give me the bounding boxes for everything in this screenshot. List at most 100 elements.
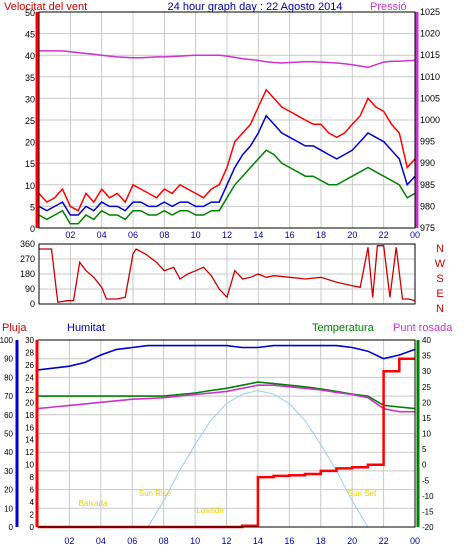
atmos-time-tick-label: 20 <box>347 536 357 546</box>
atmos-time-tick-label: 08 <box>159 536 169 546</box>
humidity-axis-title: Humitat <box>67 322 105 334</box>
wind-series-line-wind_gust <box>38 88 416 212</box>
wind-time-tick-label: 06 <box>128 230 138 240</box>
atmos-time-tick-label: 10 <box>190 536 200 546</box>
humidity-tick-label: 70 <box>4 392 13 401</box>
pressure-tick-label: 990 <box>420 158 435 168</box>
humidity-tick-label: 0 <box>9 523 14 532</box>
temperature-axis-title: Temperatura <box>312 322 375 334</box>
atmos-time-tick-label: 02 <box>64 536 74 546</box>
direction-tick-label: 270 <box>20 254 35 264</box>
rain-tick-label: 18 <box>25 411 34 420</box>
pressure-tick-label: 1015 <box>420 50 440 60</box>
rain-tick-label: 10 <box>25 461 34 470</box>
atmos-series-line-humidity <box>37 344 416 371</box>
atmos-time-tick-label: 12 <box>221 536 231 546</box>
temperature-tick-label: -20 <box>422 523 434 532</box>
temperature-tick-label: 15 <box>422 414 431 423</box>
temperature-tick-label: 20 <box>422 398 431 407</box>
rain-tick-label: 30 <box>25 336 34 345</box>
temperature-tick-label: 30 <box>422 367 431 376</box>
pressure-tick-label: 995 <box>420 137 435 147</box>
tide-sun-annotation: Sun Set <box>348 489 377 498</box>
direction-series-line <box>39 245 416 304</box>
pressure-tick-label: 980 <box>420 201 435 211</box>
humidity-tick-label: 90 <box>4 355 13 364</box>
wind-time-tick-label: 10 <box>191 230 201 240</box>
direction-tick-label: 180 <box>20 269 35 279</box>
direction-tick-label: 360 <box>20 239 35 249</box>
wind-time-tick-label: 12 <box>222 230 232 240</box>
wind-series-line-pressure <box>39 50 416 69</box>
tide-sun-annotation: Lowtide <box>196 506 224 515</box>
wind-time-tick-label: 14 <box>253 230 263 240</box>
atmospheric-panel: Pluja Humitat Temperatura Punt rosada 0 1… <box>0 322 453 546</box>
wind-speed-tick-label: 50 <box>25 8 35 18</box>
pressure-tick-label: 1025 <box>420 7 440 17</box>
rain-tick-label: 2 <box>30 511 35 520</box>
compass-label: N <box>436 303 444 315</box>
atmos-time-tick-label: 16 <box>284 536 294 546</box>
temperature-tick-label: -15 <box>422 507 434 516</box>
wind-time-tick-label: 04 <box>97 230 107 240</box>
wind-time-tick-label: 18 <box>316 230 326 240</box>
pressure-tick-label: 1000 <box>420 115 440 125</box>
direction-plot-frame <box>38 243 416 305</box>
temperature-tick-label: 5 <box>422 445 427 454</box>
compass-label: E <box>436 288 443 300</box>
wind-speed-tick-label: 0 <box>30 224 35 234</box>
wind-speed-tick-label: 15 <box>25 159 35 169</box>
humidity-tick-label: 20 <box>4 486 13 495</box>
pressure-tick-label: 1020 <box>420 29 440 39</box>
wind-speed-tick-label: 5 <box>30 202 35 212</box>
wind-speed-tick-label: 10 <box>25 181 35 191</box>
atmos-time-tick-label: 04 <box>96 536 106 546</box>
tide-sun-annotation: Sun Rise <box>139 489 172 498</box>
rain-tick-label: 22 <box>25 386 34 395</box>
compass-label: S <box>436 273 443 285</box>
rain-axis-title: Pluja <box>2 322 27 334</box>
wind-speed-tick-label: 30 <box>25 94 35 104</box>
dewpoint-axis-title: Punt rosada <box>393 322 453 334</box>
direction-tick-label: 0 <box>30 299 35 309</box>
rain-tick-label: 4 <box>30 498 35 507</box>
pressure-tick-label: 1010 <box>420 72 440 82</box>
pressure-tick-label: 985 <box>420 180 435 190</box>
direction-tick-label: 90 <box>25 284 35 294</box>
rain-tick-label: 14 <box>25 436 34 445</box>
compass-label: W <box>435 258 446 270</box>
wind-time-tick-label: 20 <box>347 230 357 240</box>
wind-speed-axis-title: Velocitat del vent <box>4 1 87 13</box>
wind-speed-tick-label: 35 <box>25 73 35 83</box>
humidity-tick-label: 10 <box>4 504 13 513</box>
compass-label: N <box>436 243 444 255</box>
rain-tick-label: 8 <box>30 473 35 482</box>
rain-tick-label: 20 <box>25 398 34 407</box>
wind-speed-tick-label: 20 <box>25 138 35 148</box>
temperature-tick-label: 10 <box>422 430 431 439</box>
atmos-time-tick-label: 14 <box>253 536 263 546</box>
wind-time-tick-label: 02 <box>65 230 75 240</box>
atmos-time-tick-label: 22 <box>379 536 389 546</box>
atmos-series-line-dewpoint <box>37 384 415 413</box>
temperature-tick-label: 40 <box>422 336 431 345</box>
wind-plot-frame <box>38 11 416 229</box>
rain-tick-label: 26 <box>25 361 34 370</box>
humidity-tick-label: 60 <box>4 411 13 420</box>
wind-time-tick-label: 08 <box>159 230 169 240</box>
wind-time-tick-label: 16 <box>285 230 295 240</box>
atmos-time-tick-label: 00 <box>410 536 420 546</box>
temperature-tick-label: -10 <box>422 492 434 501</box>
wind-time-tick-label: 22 <box>379 230 389 240</box>
wind-speed-tick-label: 45 <box>25 30 35 40</box>
humidity-tick-label: 50 <box>4 430 13 439</box>
temperature-tick-label: 0 <box>422 461 427 470</box>
rain-tick-label: 24 <box>25 373 34 382</box>
atmos-time-tick-label: 06 <box>127 536 137 546</box>
rain-tick-label: 12 <box>25 448 34 457</box>
humidity-tick-label: 40 <box>4 448 13 457</box>
pressure-axis-title: Pressió <box>370 1 407 13</box>
wind-speed-tick-label: 25 <box>25 116 35 126</box>
